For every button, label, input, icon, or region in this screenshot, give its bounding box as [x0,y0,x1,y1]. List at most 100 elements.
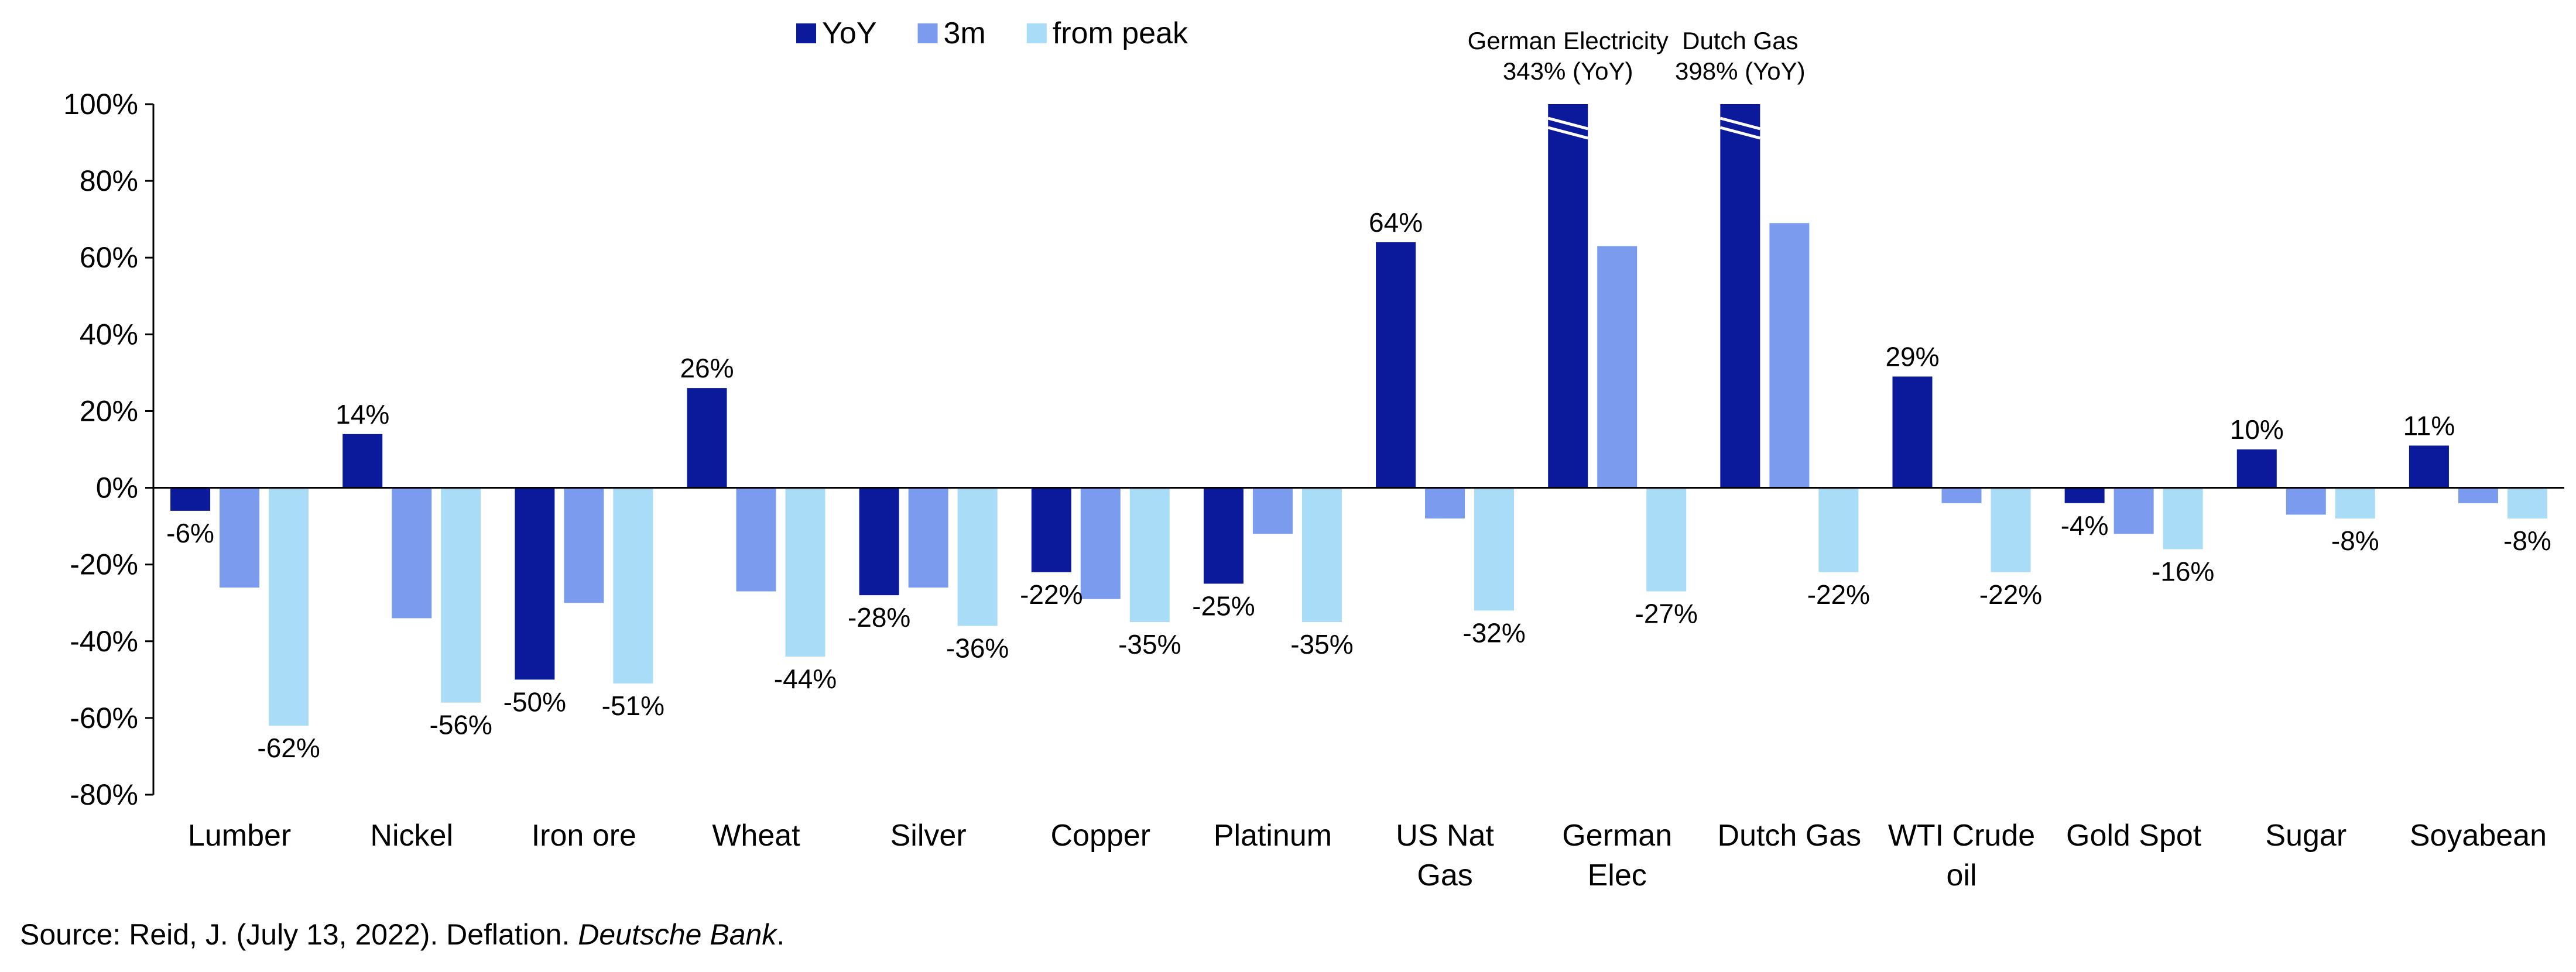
bar-from-peak-nickel [441,487,481,703]
y-tick-label: 40% [80,318,138,351]
source-text: Source: Reid, J. (July 13, 2022). Deflat… [20,918,578,951]
bar-yoy-iron-ore [515,487,555,680]
bar-yoy-lumber [170,487,211,511]
data-label: 26% [680,353,734,383]
callout-label: Dutch Gas [1682,27,1798,54]
source-note: Source: Reid, J. (July 13, 2022). Deflat… [20,918,785,952]
bar-3m-copper [1080,487,1121,599]
bar-from-peak-german-elec [1646,487,1687,592]
axis-break-mark [1719,116,1760,130]
bar-from-peak-copper [1129,487,1170,622]
category-label: Gold Spot [2066,819,2202,853]
axis-break-mark [1547,126,1588,140]
data-label: -22% [1020,579,1083,610]
data-label: -51% [602,691,664,721]
bar-yoy-platinum [1203,487,1244,584]
data-label: -28% [848,602,910,633]
bar-3m-silver [908,487,948,588]
bar-yoy-wti-crude-oil [1892,376,1933,488]
bar-3m-iron-ore [564,487,604,603]
bar-yoy-nickel [342,434,383,488]
bar-yoy-gold-spot [2064,487,2105,503]
data-label: -62% [257,733,320,763]
y-tick-label: -20% [70,548,138,581]
data-label: -8% [2331,526,2379,556]
callout-label: 398% (YoY) [1675,57,1806,85]
bar-yoy-dutch-gas [1720,104,1760,488]
category-label: US Nat [1396,819,1494,853]
axis-break-mark [1719,126,1760,140]
legend-label: from peak [1053,16,1188,50]
bar-3m-nickel [392,487,432,619]
category-label: Iron ore [532,819,636,853]
bar-from-peak-wheat [785,487,825,657]
bar-from-peak-sugar [2335,487,2375,518]
bar-yoy-us-nat-gas [1376,242,1416,488]
y-tick-label: 20% [80,394,138,427]
category-label: Dutch Gas [1718,819,1862,853]
bar-yoy-wheat [687,388,727,488]
bar-from-peak-us-nat-gas [1474,487,1515,611]
bar-yoy-soyabean [2409,445,2449,488]
bar-3m-german-elec [1597,246,1638,488]
bar-from-peak-soyabean [2507,487,2547,518]
data-label: -35% [1118,629,1181,660]
data-labels: -6% -62% 14% -56% -50% -51% 26% -44% -28% -36% -22… [166,207,2551,763]
data-label: -4% [2061,510,2109,541]
legend-label: 3m [944,16,986,50]
category-label: Soyabean [2410,819,2547,853]
data-label: 10% [2230,414,2284,445]
category-label: Nickel [370,819,453,853]
data-label: -27% [1635,599,1698,629]
category-label: Lumber [188,819,291,853]
bar-from-peak-lumber [269,487,309,726]
source-suffix: . [776,918,785,951]
data-label: -44% [774,664,837,694]
y-tick-label: 0% [96,472,138,504]
data-label: -8% [2503,526,2551,556]
data-label: -25% [1192,590,1255,621]
data-label: -36% [946,633,1009,664]
data-label: -6% [166,518,214,548]
bar-3m-dutch-gas [1769,223,1810,488]
data-label: -16% [2152,556,2214,586]
bar-3m-gold-spot [2113,487,2154,534]
bar-yoy-copper [1031,487,1071,572]
y-tick-label: 80% [80,164,138,197]
y-axis: 100% 80% 60% 40% 20% 0% -20% -40% -60% -80% [63,88,155,811]
y-tick-label: -40% [70,625,138,658]
data-label: 64% [1369,207,1423,238]
bar-from-peak-wti-crude-oil [1991,487,2031,572]
y-tick-label: 60% [80,241,138,274]
bar-3m-wheat [736,487,776,592]
y-tick-label: -80% [70,778,138,811]
y-tick-label: -60% [70,702,138,734]
bar-3m-platinum [1252,487,1293,534]
callout-label: German Electricity [1468,27,1669,54]
bar-3m-us-nat-gas [1425,487,1465,518]
category-label: Elec [1588,858,1647,892]
bar-from-peak-gold-spot [2163,487,2203,549]
x-axis: Lumber Nickel Iron ore Wheat Silver Copper Pla… [153,487,2564,892]
category-label: Copper [1051,819,1151,853]
bar-from-peak-silver [957,487,998,626]
chart: YoY 3m from peak 100% 80% 60% 40% 20% 0% -20% -40… [63,16,2564,892]
category-label: Platinum [1214,819,1332,853]
bar-from-peak-iron-ore [613,487,653,684]
bars [170,104,2547,726]
bar-3m-lumber [220,487,260,588]
category-label: Wheat [712,819,800,853]
data-label: 11% [2403,410,2455,441]
category-label: Sugar [2265,819,2347,853]
data-label: -22% [1979,579,2042,610]
callouts: German Electricity 343% (YoY) Dutch Gas 398… [1468,27,1806,85]
category-label: German [1562,819,1672,853]
data-label: -32% [1462,617,1525,648]
category-label: Silver [890,819,967,853]
bar-yoy-silver [859,487,899,596]
legend-swatch-yoy [796,23,816,43]
category-label: Gas [1417,858,1472,892]
data-label: -50% [503,686,566,717]
data-label: 14% [335,399,389,430]
legend: YoY 3m from peak [796,16,1188,50]
